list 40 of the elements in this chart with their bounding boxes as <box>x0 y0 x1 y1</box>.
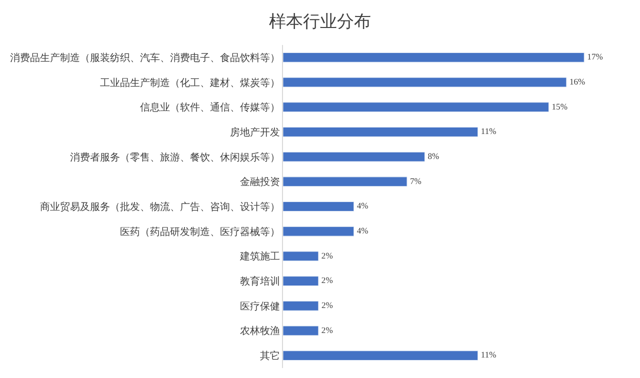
y-tick-label: 工业品生产制造（化工、建材、煤炭等） <box>100 76 280 89</box>
y-tick-label: 商业贸易及服务（批发、物流、广告、咨询、设计等） <box>40 201 280 213</box>
bar <box>283 77 567 88</box>
data-label: 11% <box>480 126 496 136</box>
bar <box>283 176 408 187</box>
y-tick-label: 消费品生产制造（服装纺织、汽车、消费电子、食品饮料等） <box>10 52 280 64</box>
bar <box>283 251 319 262</box>
y-tick-label: 房地产开发 <box>230 126 280 138</box>
bar <box>283 126 478 137</box>
y-tick-label: 信息业（软件、通信、传媒等） <box>140 102 280 114</box>
bar <box>283 52 584 62</box>
bar <box>283 102 549 112</box>
data-label: 2% <box>321 324 333 335</box>
data-label: 7% <box>410 176 422 186</box>
bar <box>283 202 354 212</box>
bar <box>283 350 478 361</box>
y-tick-label: 消费者服务（零售、旅游、餐饮、休闲娱乐等） <box>70 151 280 164</box>
y-tick-label: 其它 <box>260 350 280 362</box>
data-label: 2% <box>321 250 333 260</box>
data-label: 4% <box>356 225 368 236</box>
y-tick-label: 金融投资 <box>240 176 280 188</box>
data-label: 8% <box>428 150 440 161</box>
data-label: 4% <box>356 200 368 211</box>
bar <box>283 326 319 336</box>
y-tick-label: 医药（药品研发制造、医疗器械等） <box>120 226 280 238</box>
data-label: 2% <box>321 300 333 310</box>
data-label: 15% <box>552 101 568 112</box>
bar <box>283 276 319 286</box>
chart-title: 样本行业分布 <box>269 12 371 32</box>
data-label: 17% <box>587 52 603 62</box>
y-tick-label: 农林牧渔 <box>240 325 280 338</box>
bar <box>283 300 319 311</box>
bar <box>283 152 425 162</box>
bar <box>283 226 354 236</box>
data-label: 11% <box>480 350 496 360</box>
data-label: 16% <box>569 76 586 86</box>
y-tick-label: 教育培训 <box>240 276 280 288</box>
y-tick-label: 建筑施工 <box>239 250 280 263</box>
data-label: 2% <box>321 275 333 286</box>
y-tick-label: 医疗保健 <box>240 300 280 312</box>
